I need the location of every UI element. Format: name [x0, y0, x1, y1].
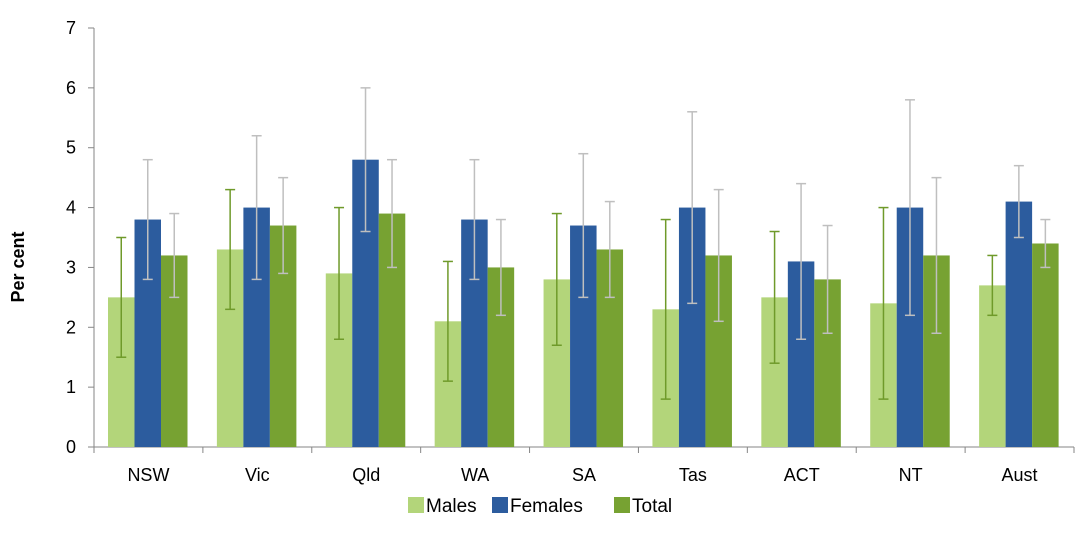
legend-swatch: [614, 497, 630, 513]
legend-label: Males: [426, 496, 477, 517]
x-tick-label: SA: [572, 465, 596, 485]
x-tick-label: NT: [899, 465, 923, 485]
legend-label: Total: [632, 496, 672, 517]
y-tick-label: 3: [66, 257, 76, 277]
legend-swatch: [492, 497, 508, 513]
x-tick-label: ACT: [784, 465, 820, 485]
y-tick-label: 0: [66, 437, 76, 457]
x-tick-label: Vic: [245, 465, 270, 485]
y-tick-label: 1: [66, 377, 76, 397]
bar: [1032, 243, 1059, 447]
x-tick-label: NSW: [127, 465, 169, 485]
x-tick-label: Aust: [1002, 465, 1038, 485]
y-axis-title: Per cent: [8, 231, 28, 302]
bar: [1005, 201, 1033, 447]
x-tick-label: WA: [461, 465, 489, 485]
y-tick-label: 7: [66, 18, 76, 38]
x-tick-label: Qld: [352, 465, 380, 485]
y-tick-label: 5: [66, 138, 76, 158]
y-tick-label: 2: [66, 317, 76, 337]
y-tick-label: 6: [66, 78, 76, 98]
legend-swatch: [408, 497, 424, 513]
error-bars: [116, 87, 1051, 400]
legend: Males Females Total: [408, 496, 672, 517]
x-tick-label: Tas: [679, 465, 707, 485]
legend-label: Females: [510, 496, 583, 517]
tick-labels: 0 1 2 3 4 5 6 7 NSW Vic Qld WA SA Tas ACT NT Aust: [66, 18, 1038, 485]
y-tick-label: 4: [66, 198, 76, 218]
